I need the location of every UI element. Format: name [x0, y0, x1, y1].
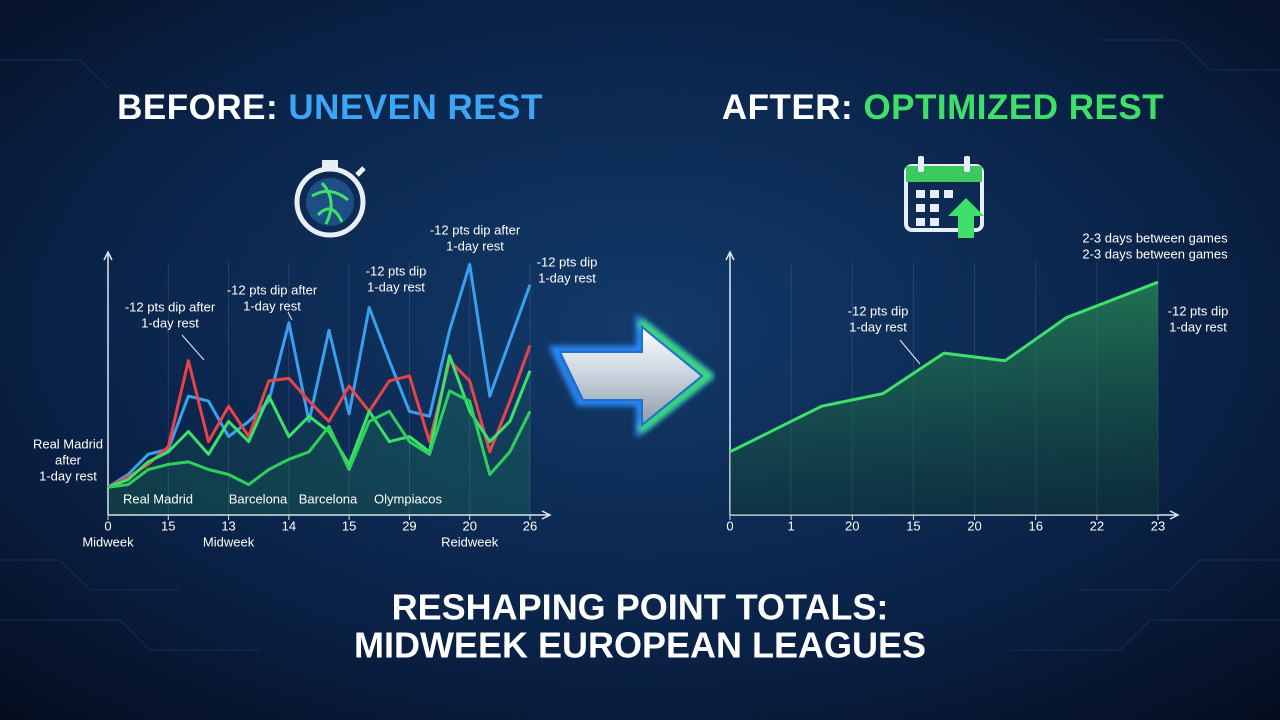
x-tick-label: 1 [788, 518, 795, 533]
x-tick-label: 0 [104, 518, 111, 533]
annotation: -12 pts dip [848, 303, 909, 318]
annotation-leader [899, 339, 921, 365]
point-label: Real Madrid [123, 491, 193, 506]
section-title: BEFORE: UNEVEN REST [117, 88, 543, 127]
point-label: Barcelona [299, 491, 358, 506]
annotation: 1-day rest [849, 319, 907, 334]
x-tick-label: 29 [402, 518, 416, 533]
annotation: -12 pts dip [1168, 303, 1229, 318]
area-fill [108, 355, 530, 515]
annotation: after [55, 452, 82, 467]
annotation: 2-3 days between games [1082, 230, 1228, 245]
x-tick-label: 22 [1090, 518, 1104, 533]
annotation: 1-day rest [538, 270, 596, 285]
annotation-leader [181, 334, 205, 361]
stopwatch-icon [294, 160, 366, 238]
series-line [107, 354, 532, 489]
series-line [107, 263, 532, 489]
annotation: -12 pts dip after [227, 282, 318, 297]
annotation: -12 pts dip [537, 254, 598, 269]
title-highlight: UNEVEN REST [288, 88, 542, 127]
title-highlight: OPTIMIZED REST [863, 88, 1164, 127]
headline: RESHAPING POINT TOTALS: [392, 587, 889, 628]
x-sublabel: Midweek [203, 534, 255, 549]
annotation: -12 pts dip [366, 263, 427, 278]
annotation: 1-day rest [141, 315, 199, 330]
annotation: 1-day rest [1169, 319, 1227, 334]
area-fill [730, 282, 1158, 515]
series-line [729, 280, 1159, 454]
x-tick-label: 13 [221, 518, 235, 533]
x-tick-label: 20 [462, 518, 476, 533]
headline: MIDWEEK EUROPEAN LEAGUES [354, 625, 926, 666]
annotation: 1-day rest [243, 298, 301, 313]
x-tick-label: 23 [1151, 518, 1165, 533]
x-tick-label: 20 [967, 518, 981, 533]
x-tick-label: 15 [342, 518, 356, 533]
x-tick-label: 15 [906, 518, 920, 533]
x-sublabel: Reidweek [441, 534, 499, 549]
annotation-leader [287, 311, 293, 321]
x-axis [108, 510, 552, 520]
x-tick-label: 0 [726, 518, 733, 533]
area-fill [108, 391, 530, 515]
annotation: 1-day rest [39, 468, 97, 483]
annotation: -12 pts dip after [430, 222, 521, 237]
x-sublabel: Midweek [82, 534, 134, 549]
circuit-lines [0, 39, 1280, 651]
annotation: Real Madrid [33, 436, 103, 451]
annotation: 1-day rest [367, 279, 425, 294]
x-tick-label: 14 [282, 518, 296, 533]
x-tick-label: 26 [523, 518, 537, 533]
section-title: AFTER: OPTIMIZED REST [722, 88, 1164, 127]
title-prefix: AFTER: [722, 88, 853, 127]
series-line [107, 344, 532, 489]
series-line [107, 389, 532, 489]
point-label: Olympiacos [374, 491, 442, 506]
point-label: Barcelona [229, 491, 288, 506]
title-prefix: BEFORE: [117, 88, 278, 127]
x-tick-label: 20 [845, 518, 859, 533]
annotation: -12 pts dip after [125, 299, 216, 314]
annotation: 2-3 days between games [1082, 246, 1228, 261]
transition-arrow [548, 313, 715, 439]
x-tick-label: 15 [161, 518, 175, 533]
x-tick-label: 16 [1028, 518, 1042, 533]
calendar-icon [904, 156, 984, 238]
annotation: 1-day rest [446, 238, 504, 253]
y-axis [103, 250, 113, 515]
